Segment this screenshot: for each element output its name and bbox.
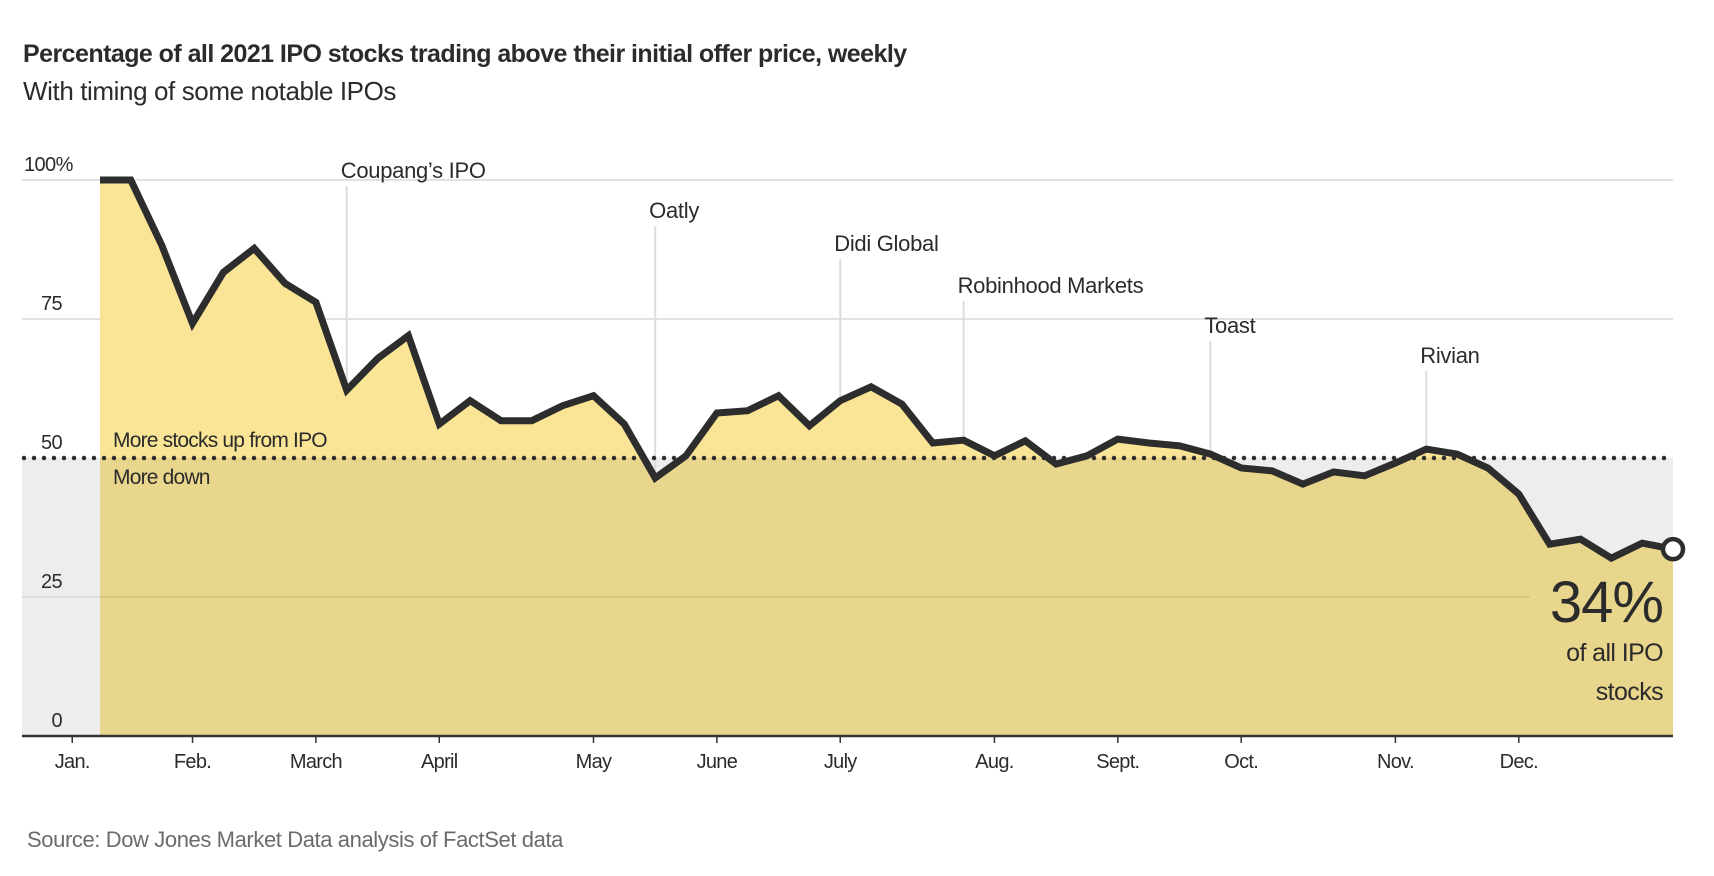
x-tick-label: Nov. bbox=[1377, 751, 1414, 773]
x-tick-label: Oct. bbox=[1224, 751, 1258, 773]
y-tick-label: 75 bbox=[41, 293, 63, 315]
annotation-label: Robinhood Markets bbox=[958, 273, 1144, 298]
y-tick-label: 50 bbox=[41, 432, 63, 454]
x-tick-label: Dec. bbox=[1500, 751, 1538, 773]
x-tick-label: April bbox=[421, 751, 458, 773]
annotation-label: Toast bbox=[1204, 313, 1255, 338]
end-value-caption-line2: stocks bbox=[1596, 678, 1663, 706]
end-value-label: 34% bbox=[1550, 570, 1663, 635]
x-tick-label: June bbox=[697, 751, 738, 773]
y-axis-ticks: 0 25 50 75 100% bbox=[24, 154, 74, 732]
annotation-label: Rivian bbox=[1420, 343, 1479, 368]
chart-subtitle: With timing of some notable IPOs bbox=[23, 76, 396, 106]
end-value-caption-line1: of all IPO bbox=[1566, 639, 1663, 667]
x-tick-label: March bbox=[290, 751, 342, 773]
x-tick-label: May bbox=[576, 751, 612, 773]
line-layer bbox=[100, 176, 1686, 563]
x-tick-label: Feb. bbox=[174, 751, 211, 773]
x-tick-label: Sept. bbox=[1096, 751, 1139, 773]
zone-label-down: More down bbox=[113, 466, 210, 489]
x-tick-label: Jan. bbox=[55, 751, 90, 773]
y-tick-label: 25 bbox=[41, 571, 63, 593]
annotation-label: Coupang’s IPO bbox=[341, 158, 486, 183]
end-point-marker bbox=[1660, 536, 1686, 562]
x-tick-label: Aug. bbox=[975, 751, 1013, 773]
annotation-label: Oatly bbox=[649, 198, 699, 223]
x-tick-label: July bbox=[824, 751, 857, 773]
x-axis: Jan. Feb. March April May June July Aug. Sept. Oc… bbox=[22, 734, 1673, 773]
annotations: Coupang’s IPO Oatly Didi Global Robinhood M… bbox=[341, 158, 1480, 479]
source-note: Source: Dow Jones Market Data analysis o… bbox=[27, 827, 564, 852]
y-tick-label: 100% bbox=[24, 154, 74, 176]
annotation-label: Didi Global bbox=[834, 231, 938, 256]
data-line bbox=[100, 176, 1674, 563]
y-tick-label: 0 bbox=[51, 710, 62, 732]
zone-label-up: More stocks up from IPO bbox=[113, 429, 327, 452]
chart-title: Percentage of all 2021 IPO stocks tradin… bbox=[23, 40, 907, 68]
